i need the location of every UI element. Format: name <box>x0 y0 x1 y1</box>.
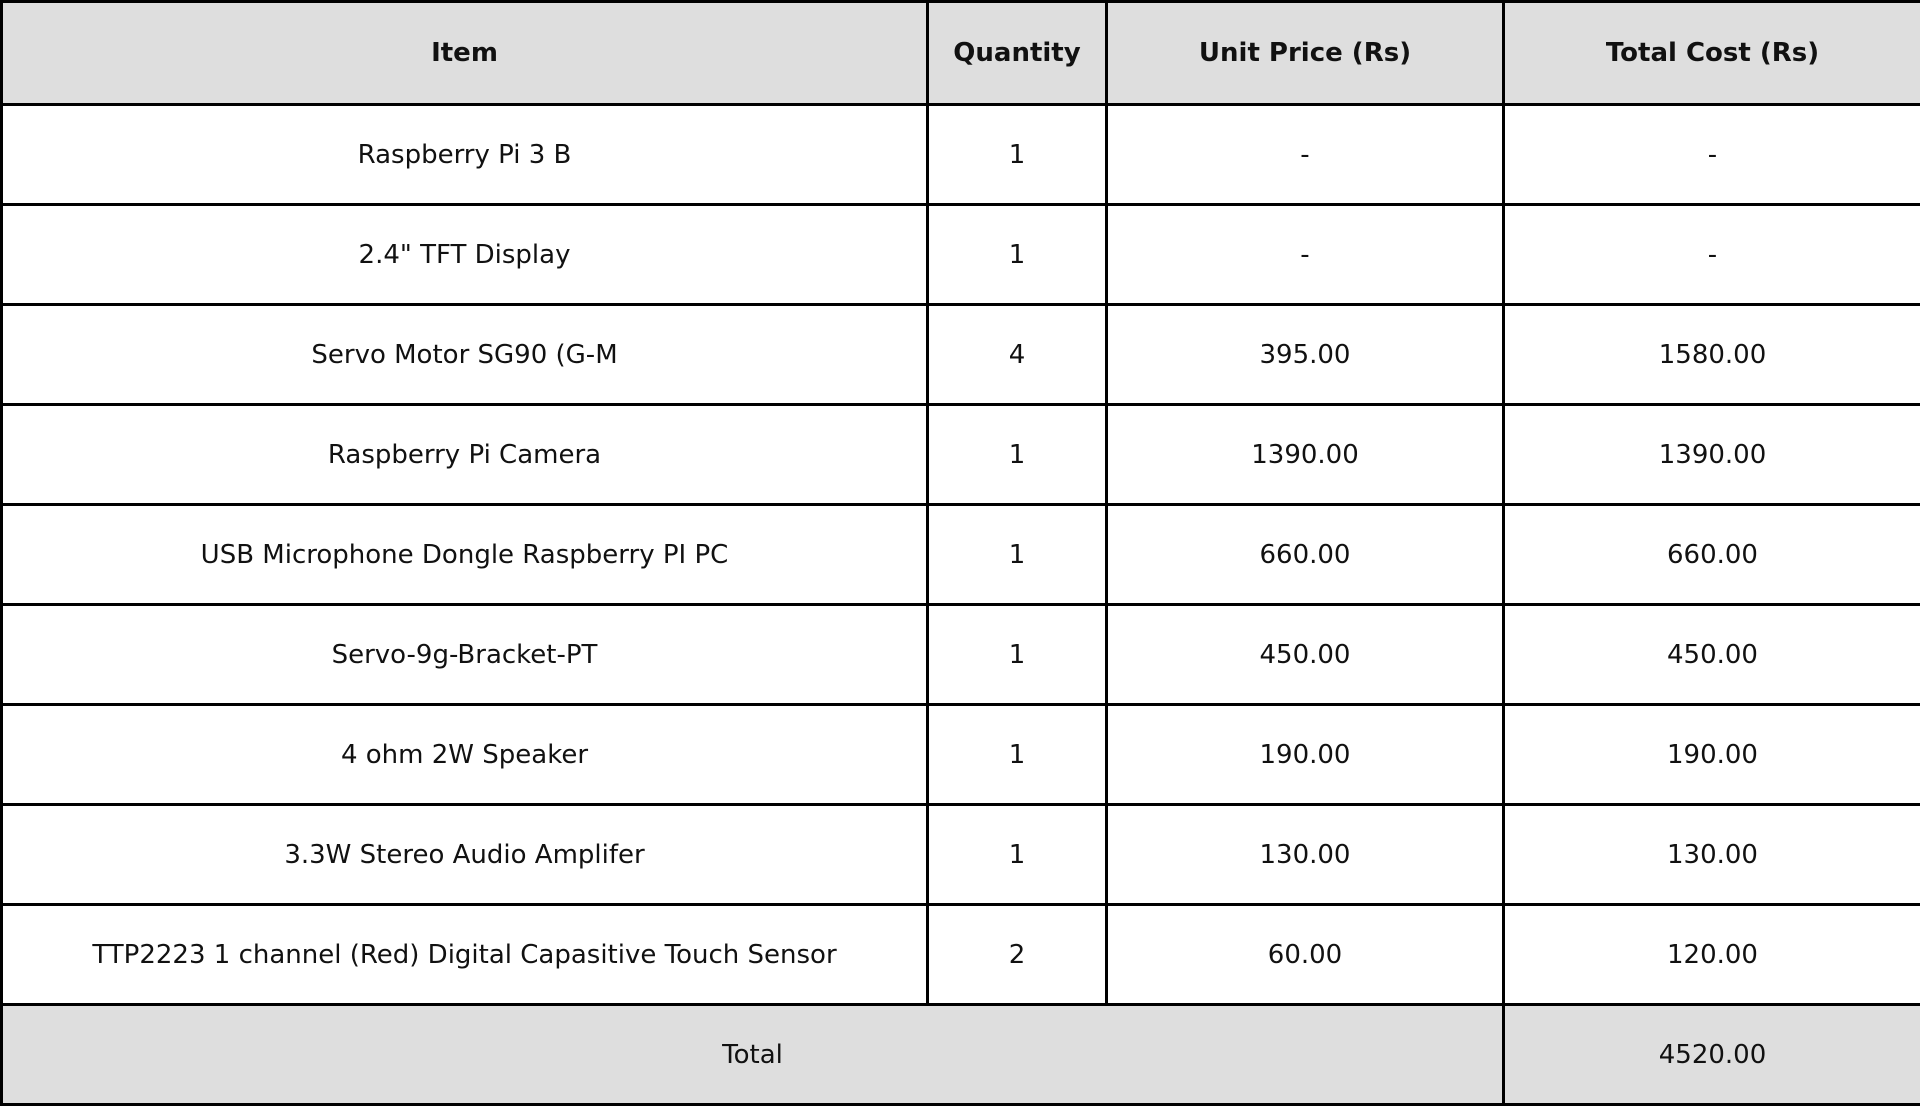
cell-quantity: 1 <box>928 605 1107 705</box>
cell-total-cost: 1390.00 <box>1504 405 1920 505</box>
cell-item: 3.3W Stereo Audio Amplifer <box>2 805 928 905</box>
table-row: Raspberry Pi Camera 1 1390.00 1390.00 <box>2 405 1920 505</box>
cell-quantity: 1 <box>928 205 1107 305</box>
cell-unit-price: 190.00 <box>1107 705 1504 805</box>
cell-unit-price: 395.00 <box>1107 305 1504 405</box>
cell-total-cost: 120.00 <box>1504 905 1920 1005</box>
cell-unit-price: 130.00 <box>1107 805 1504 905</box>
total-label: Total <box>2 1005 1504 1105</box>
header-row: Item Quantity Unit Price (Rs) Total Cost… <box>2 2 1920 105</box>
table-row: Servo-9g-Bracket-PT 1 450.00 450.00 <box>2 605 1920 705</box>
cell-quantity: 1 <box>928 805 1107 905</box>
cell-total-cost: - <box>1504 205 1920 305</box>
cell-total-cost: 660.00 <box>1504 505 1920 605</box>
cell-item: TTP2223 1 channel (Red) Digital Capasiti… <box>2 905 928 1005</box>
cell-unit-price: 660.00 <box>1107 505 1504 605</box>
table-row: Servo Motor SG90 (G-M 4 395.00 1580.00 <box>2 305 1920 405</box>
cell-quantity: 1 <box>928 705 1107 805</box>
table-row: 4 ohm 2W Speaker 1 190.00 190.00 <box>2 705 1920 805</box>
cell-unit-price: 1390.00 <box>1107 405 1504 505</box>
cell-item: Raspberry Pi 3 B <box>2 105 928 205</box>
cell-total-cost: 130.00 <box>1504 805 1920 905</box>
cell-item: 4 ohm 2W Speaker <box>2 705 928 805</box>
table-footer: Total 4520.00 <box>2 1005 1920 1105</box>
table-body: Raspberry Pi 3 B 1 - - 2.4" TFT Display … <box>2 105 1920 1005</box>
total-row: Total 4520.00 <box>2 1005 1920 1105</box>
cell-quantity: 2 <box>928 905 1107 1005</box>
cell-unit-price: 60.00 <box>1107 905 1504 1005</box>
cell-quantity: 1 <box>928 105 1107 205</box>
cell-item: Servo Motor SG90 (G-M <box>2 305 928 405</box>
table-header: Item Quantity Unit Price (Rs) Total Cost… <box>2 2 1920 105</box>
cell-total-cost: 1580.00 <box>1504 305 1920 405</box>
total-value: 4520.00 <box>1504 1005 1920 1105</box>
header-item: Item <box>2 2 928 105</box>
cell-total-cost: 190.00 <box>1504 705 1920 805</box>
cell-quantity: 1 <box>928 505 1107 605</box>
cell-quantity: 4 <box>928 305 1107 405</box>
cell-unit-price: - <box>1107 105 1504 205</box>
table-row: TTP2223 1 channel (Red) Digital Capasiti… <box>2 905 1920 1005</box>
cell-total-cost: - <box>1504 105 1920 205</box>
table-row: Raspberry Pi 3 B 1 - - <box>2 105 1920 205</box>
cell-item: USB Microphone Dongle Raspberry PI PC <box>2 505 928 605</box>
cell-unit-price: 450.00 <box>1107 605 1504 705</box>
header-quantity: Quantity <box>928 2 1107 105</box>
header-unit-price: Unit Price (Rs) <box>1107 2 1504 105</box>
cell-total-cost: 450.00 <box>1504 605 1920 705</box>
header-total-cost: Total Cost (Rs) <box>1504 2 1920 105</box>
table-row: USB Microphone Dongle Raspberry PI PC 1 … <box>2 505 1920 605</box>
cell-item: 2.4" TFT Display <box>2 205 928 305</box>
cell-item: Raspberry Pi Camera <box>2 405 928 505</box>
cell-quantity: 1 <box>928 405 1107 505</box>
table-row: 3.3W Stereo Audio Amplifer 1 130.00 130.… <box>2 805 1920 905</box>
cell-unit-price: - <box>1107 205 1504 305</box>
cell-item: Servo-9g-Bracket-PT <box>2 605 928 705</box>
table-row: 2.4" TFT Display 1 - - <box>2 205 1920 305</box>
